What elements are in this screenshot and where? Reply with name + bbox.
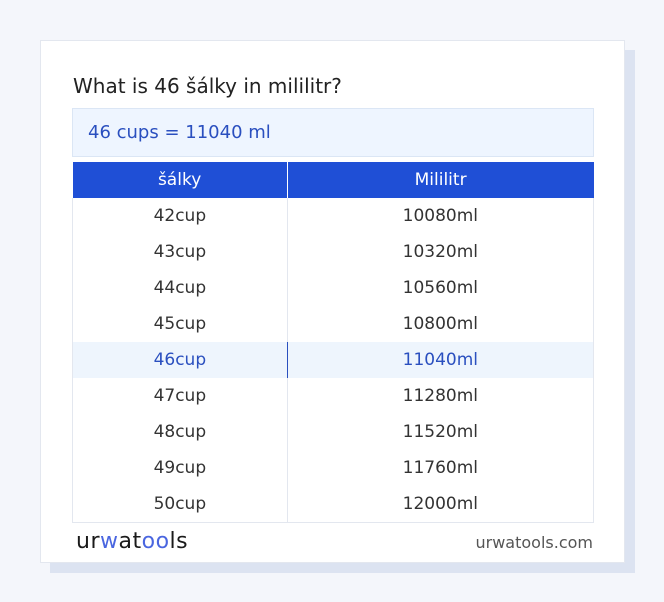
table-row: 42cup 10080ml [72,198,595,234]
site-link[interactable]: urwatools.com [475,533,594,552]
ml-cell: 12000ml [286,486,595,523]
result-box: 46 cups = 11040 ml [72,108,594,157]
cups-cell: 49cup [72,450,288,486]
table-row: 47cup 11280ml [72,378,595,414]
ml-cell: 10800ml [286,306,595,342]
column-header-salky: šálky [72,162,288,198]
table-row: 49cup 11760ml [72,450,595,486]
cups-cell: 45cup [72,306,288,342]
cups-cell: 47cup [72,378,288,414]
table-row: 50cup 12000ml [72,486,595,523]
ml-cell: 10080ml [286,198,595,234]
table-row: 48cup 11520ml [72,414,595,450]
cups-cell: 50cup [72,486,288,523]
conversion-table: šálky Mililitr 42cup 10080ml 43cup 10320ml 4… [72,162,595,523]
cups-cell: 43cup [72,234,288,270]
ml-cell: 11040ml [286,342,595,378]
page-title: What is 46 šálky in mililitr? [73,74,342,98]
converter-card: What is 46 šálky in mililitr? 46 cups = … [40,40,625,563]
cups-cell: 46cup [72,342,288,378]
cups-cell: 42cup [72,198,288,234]
table-row: 44cup 10560ml [72,270,595,306]
ml-cell: 10320ml [286,234,595,270]
column-header-mililitr: Mililitr [287,162,594,198]
ml-cell: 11760ml [286,450,595,486]
ml-cell: 11280ml [286,378,595,414]
table-row: 43cup 10320ml [72,234,595,270]
cups-cell: 48cup [72,414,288,450]
ml-cell: 10560ml [286,270,595,306]
table-row: 45cup 10800ml [72,306,595,342]
table-row: 46cup 11040ml [72,342,595,378]
cups-cell: 44cup [72,270,288,306]
urwatools-logo[interactable]: urwatools [76,529,189,554]
ml-cell: 11520ml [286,414,595,450]
